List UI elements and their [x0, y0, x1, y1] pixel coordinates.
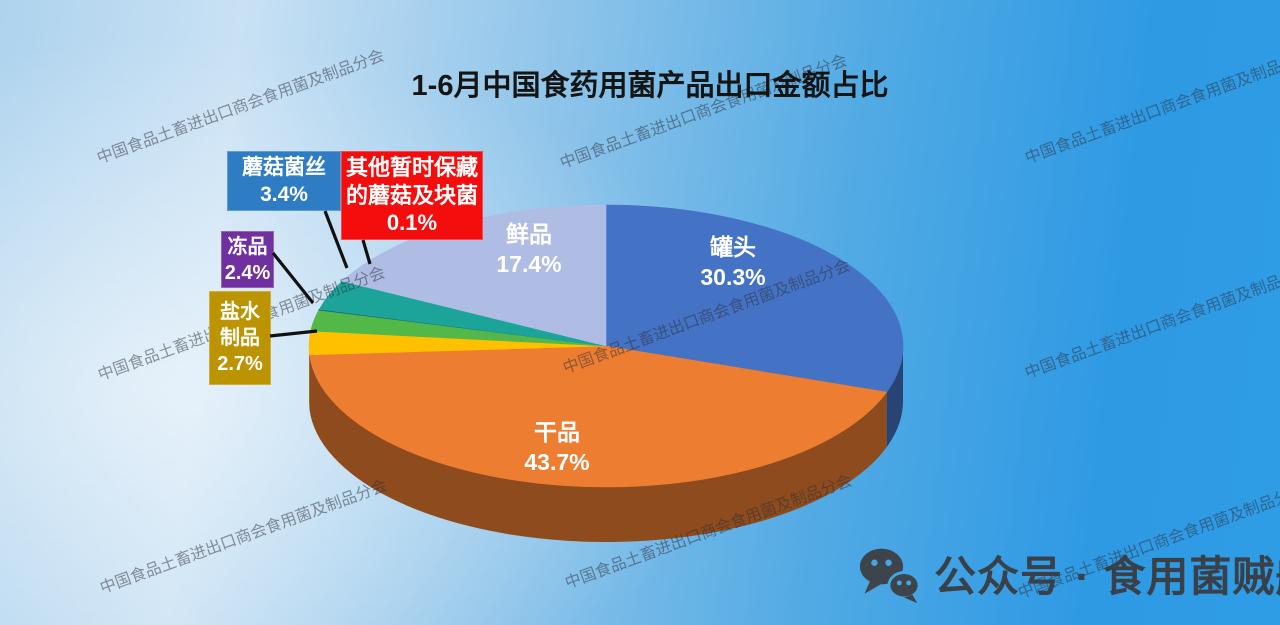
callout-box-frozen: 冻品 2.4% [221, 231, 274, 288]
callout-box-other-preserved: 其他暂时保藏的蘑菇及块菌 0.1% [341, 151, 483, 240]
slice-name: 鲜品 [506, 221, 552, 248]
leader-line-frozen [271, 252, 315, 304]
callout-label: 冻品 [227, 235, 268, 258]
pie-side-canned [886, 346, 903, 448]
callout-box-mycelium: 蘑菇菌丝 3.4% [227, 151, 341, 211]
slice-name: 干品 [534, 419, 580, 446]
callout-percent: 0.1% [386, 210, 438, 236]
callout-label: 其他暂时保藏的蘑菇及块菌 [345, 155, 478, 208]
chart-title: 1-6月中国食药用菌产品出口金额占比 [411, 70, 889, 102]
leader-line-brine [269, 329, 318, 338]
slice-percent: 30.3% [700, 264, 766, 290]
callout-percent: 3.4% [260, 183, 308, 206]
wechat-account-name: 公众号 · 食用菌贼船 [934, 553, 1280, 600]
leader-line-other [361, 239, 372, 265]
pie-slice-canned [605, 204, 904, 393]
wechat-icon [859, 548, 920, 603]
callout-percent: 2.7% [217, 353, 263, 375]
pie-side-dried [309, 354, 887, 542]
callout-label: 蘑菇菌丝 [242, 155, 326, 179]
callout-label: 盐水制品 [220, 301, 260, 349]
callout-percent: 2.4% [224, 261, 271, 284]
slice-label-canned: 罐头 30.3% [700, 233, 765, 293]
callout-box-brine: 盐水制品 2.7% [209, 291, 271, 385]
pie-slice-dried [309, 345, 888, 488]
leader-line-mycelium [323, 210, 349, 269]
slice-name: 罐头 [710, 234, 756, 261]
slice-percent: 17.4% [496, 251, 562, 277]
slice-percent: 43.7% [524, 449, 590, 475]
wechat-account-badge: 公众号 · 食用菌贼船 [858, 543, 1280, 604]
slice-label-dried: 干品 43.7% [524, 418, 589, 478]
pie-side-brine-products [309, 346, 310, 410]
slice-label-fresh: 鲜品 17.4% [496, 220, 561, 280]
